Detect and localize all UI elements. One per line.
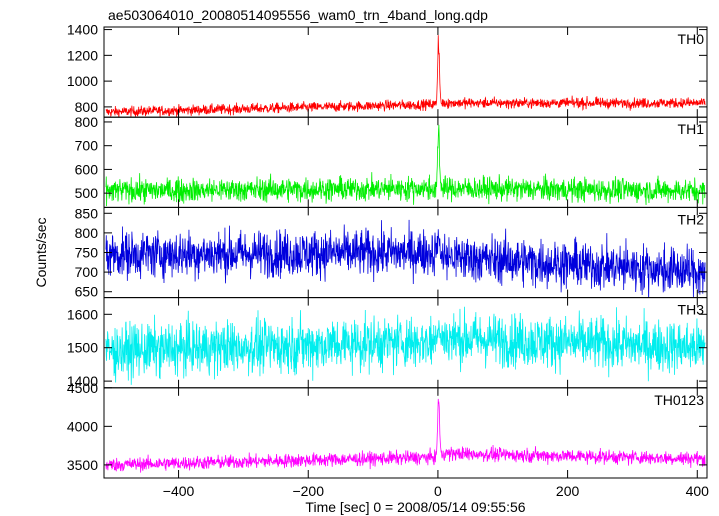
panel-th3: 1400 1500 1600 TH3 xyxy=(67,297,708,389)
y-tick-label: 750 xyxy=(75,245,99,261)
y-tick-label: 800 xyxy=(75,225,99,241)
panel-label: TH2 xyxy=(678,211,705,227)
panel-label: TH3 xyxy=(678,302,705,318)
series-line-th1 xyxy=(105,124,706,207)
panel-label: TH0123 xyxy=(654,392,704,408)
x-tick-label: 200 xyxy=(556,483,580,499)
y-tick-label: 1600 xyxy=(67,306,98,322)
series-line-th0123 xyxy=(105,398,706,473)
chart-title: ae503064010_20080514095556_wam0_trn_4ban… xyxy=(108,7,488,23)
y-axis-title: Counts/sec xyxy=(33,217,49,287)
y-tick-label: 650 xyxy=(75,284,99,300)
y-tick-label: 850 xyxy=(75,205,99,221)
y-tick-label: 600 xyxy=(75,161,99,177)
panel-th0123: 3500 4000 4500 TH0123 xyxy=(67,380,708,479)
x-tick-label: −400 xyxy=(163,483,195,499)
y-tick-label: 700 xyxy=(75,264,99,280)
panel-label: TH1 xyxy=(678,121,705,137)
series-line-th2 xyxy=(105,219,706,298)
panel-frame xyxy=(103,387,708,479)
y-tick-label: 800 xyxy=(75,99,99,115)
x-tick-label: −200 xyxy=(292,483,324,499)
panel-th2: 650 700 750 800 850 TH2 xyxy=(75,205,708,300)
y-tick-label: 1000 xyxy=(67,73,98,89)
x-tick-label: 400 xyxy=(686,483,710,499)
y-tick-label: 1200 xyxy=(67,47,98,63)
y-tick-label: 700 xyxy=(75,138,99,154)
x-tick-label: 0 xyxy=(434,483,442,499)
y-tick-label: 3500 xyxy=(67,457,98,473)
series-line-th3 xyxy=(105,306,706,385)
y-tick-label: 500 xyxy=(75,185,99,201)
y-tick-label: 1400 xyxy=(67,373,98,389)
panel-label: TH0 xyxy=(678,31,705,47)
y-tick-label: 4000 xyxy=(67,418,98,434)
series-line-th0 xyxy=(105,35,706,118)
panel-th1: 500 600 700 800 TH1 xyxy=(75,114,708,208)
y-tick-label: 1500 xyxy=(67,340,98,356)
panel-th0: 800 1000 1200 1400 TH0 xyxy=(67,22,708,118)
x-axis-title: Time [sec] 0 = 2008/05/14 09:55:56 xyxy=(305,499,525,515)
panels: 800 1000 1200 1400 TH0 500 600 700 800 TH1 650 700 7… xyxy=(67,22,709,499)
y-tick-label: 4500 xyxy=(67,380,98,396)
y-tick-label: 800 xyxy=(75,114,99,130)
y-tick-label: 1400 xyxy=(67,22,98,38)
